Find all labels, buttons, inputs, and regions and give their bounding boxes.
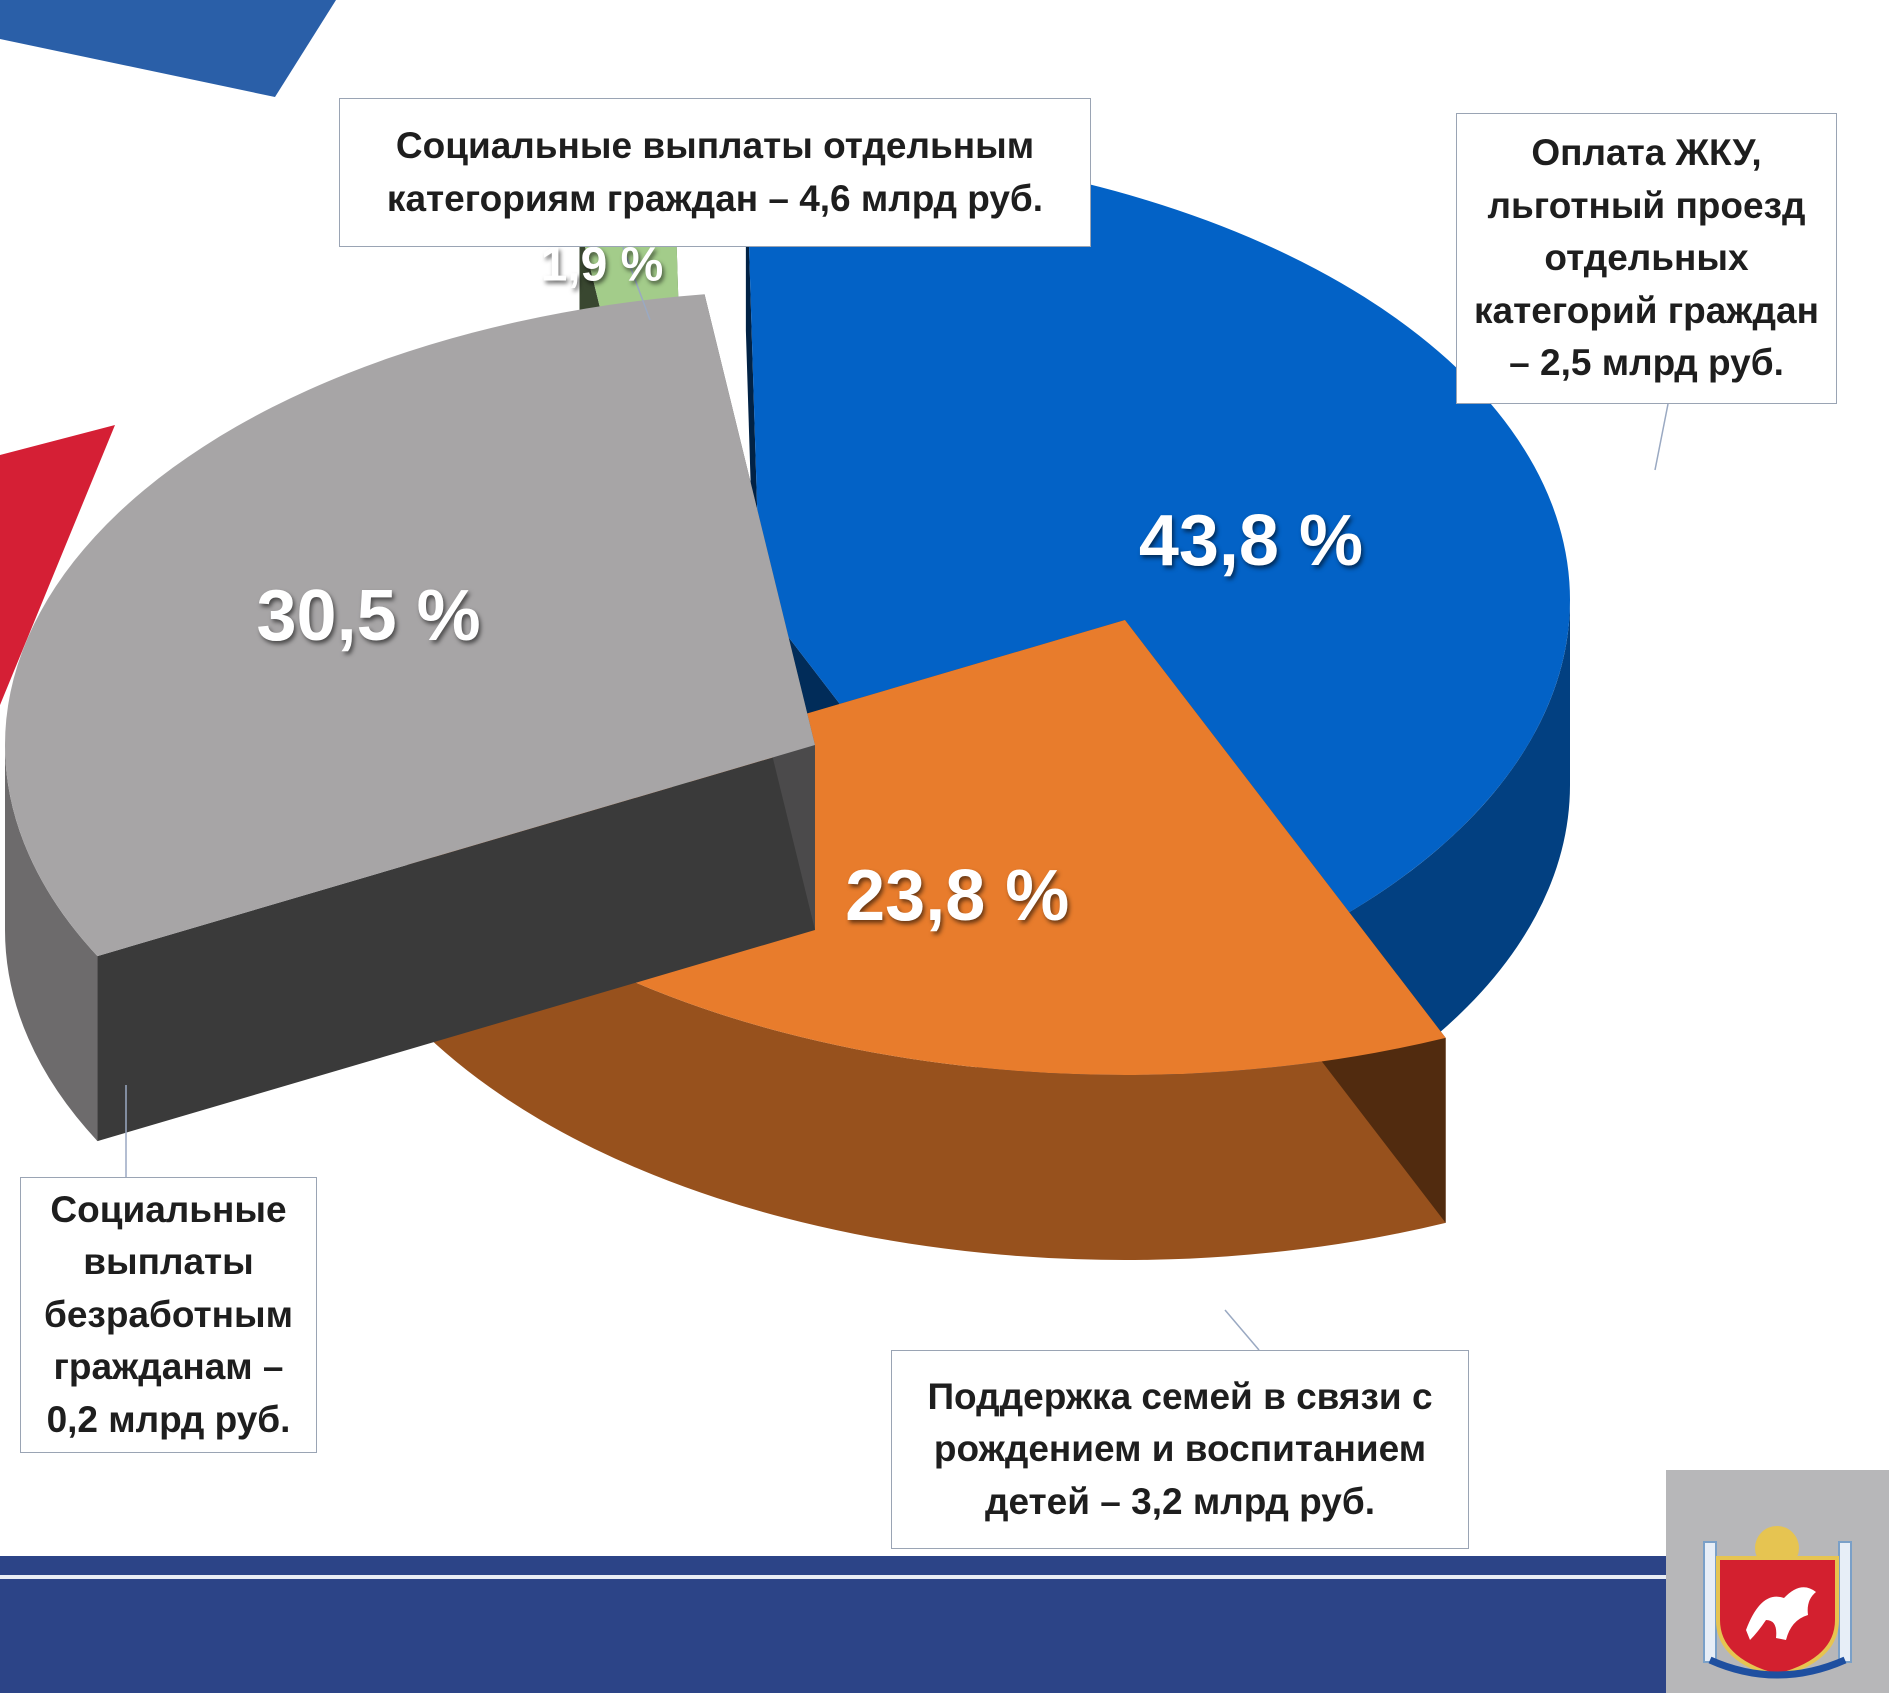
crimea-coat-of-arms-icon — [1703, 1526, 1852, 1679]
slice-cut-families — [97, 745, 816, 1142]
leader-line-families — [1224, 1309, 1260, 1351]
callout-social: Социальные выплаты отдельным категориям … — [339, 98, 1091, 247]
callout-unemployed: Социальные выплаты безработным гражданам… — [20, 1177, 317, 1453]
slice-side-families — [5, 745, 98, 1142]
red-side-triangle — [0, 425, 115, 705]
pie-slice-families — [4, 294, 816, 1142]
slice-top-families — [4, 294, 815, 957]
leader-line-social — [622, 246, 651, 321]
logo-panel — [1666, 1470, 1889, 1693]
slice-label-social: 43,8 % — [1138, 500, 1363, 581]
slice-side-housing — [407, 831, 1446, 1260]
slice-label-housing: 23,8 % — [845, 855, 1070, 936]
blue-corner-triangle — [0, 0, 336, 97]
footer-stripe — [0, 1575, 1666, 1579]
slice-label-unemployed: 1,9 % — [540, 238, 664, 292]
callout-housing: Оплата ЖКУ, льготный проезд отдельных ка… — [1456, 113, 1837, 404]
slice-label-families: 30,5 % — [256, 575, 481, 656]
callout-families: Поддержка семей в связи с рождением и во… — [891, 1350, 1469, 1549]
leader-line-housing — [1654, 403, 1669, 471]
